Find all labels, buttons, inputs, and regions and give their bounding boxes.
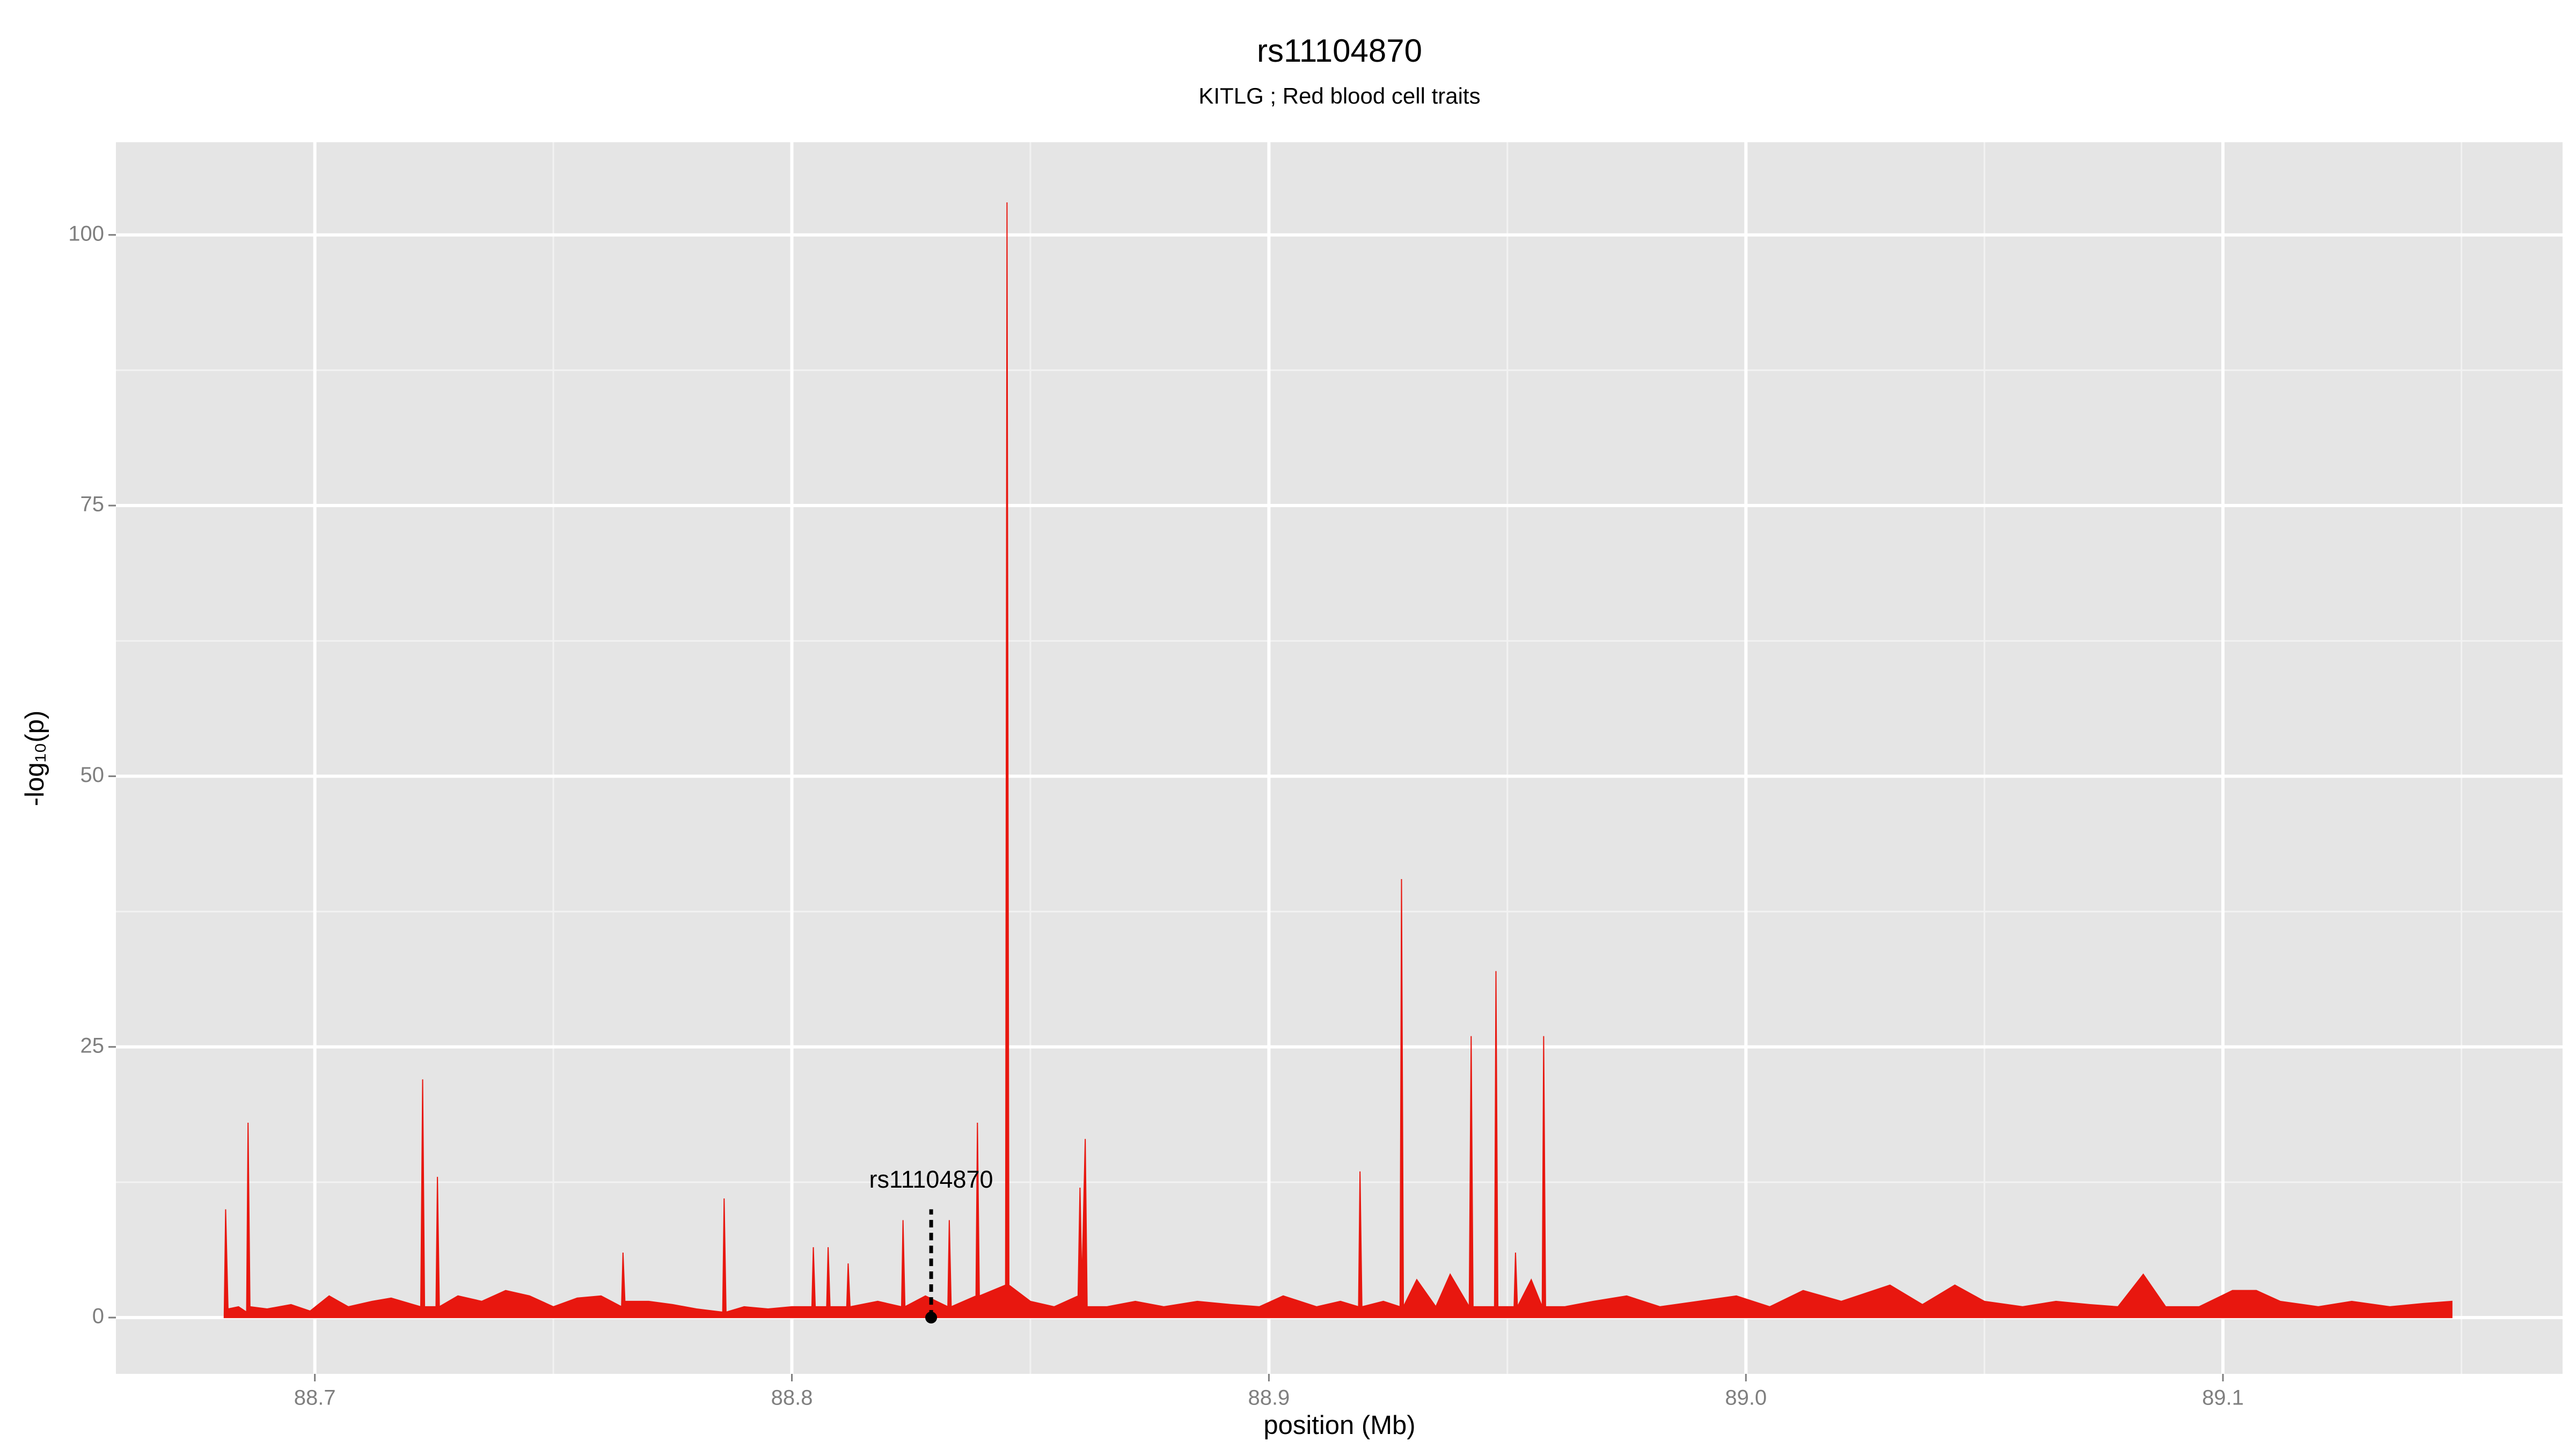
panel: [116, 142, 2563, 1374]
chart-subtitle: KITLG ; Red blood cell traits: [1198, 83, 1480, 108]
y-tick-label: 25: [80, 1034, 105, 1057]
x-tick-label: 89.0: [1725, 1386, 1767, 1410]
y-tick-label: 50: [80, 763, 105, 787]
chart-title: rs11104870: [1257, 33, 1422, 69]
y-axis-title: -log₁₀(p): [20, 711, 49, 806]
x-tick-label: 88.7: [294, 1386, 336, 1410]
x-axis-title: position (Mb): [1263, 1411, 1415, 1440]
y-tick-label: 0: [92, 1305, 104, 1328]
area: [223, 202, 2453, 1319]
y-tick-label: 75: [80, 493, 105, 516]
x-tick-label: 89.1: [2202, 1386, 2244, 1410]
annotation-label: rs11104870: [869, 1166, 993, 1193]
x-tick-label: 88.9: [1248, 1386, 1290, 1410]
x-tick-label: 88.8: [771, 1386, 813, 1410]
annotation-point: [925, 1312, 938, 1324]
y-tick-label: 100: [68, 222, 104, 245]
